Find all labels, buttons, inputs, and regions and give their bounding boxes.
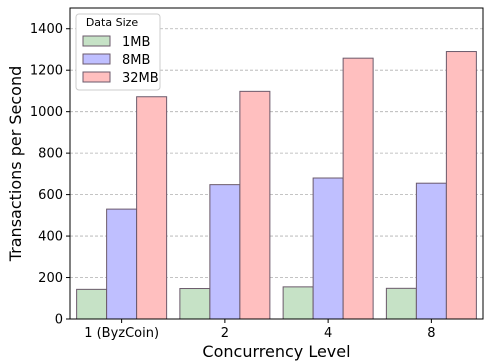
legend-swatch [82,53,111,65]
bar [385,287,417,320]
bar [342,57,374,320]
y-tick-label: 200 [38,271,63,286]
y-tick-label: 1000 [30,105,63,120]
bar [76,288,108,320]
y-tick-label: 0 [55,313,63,328]
bars [76,51,477,320]
x-tick-label: 1 (ByzCoin) [84,326,159,341]
x-tick-label: 4 [324,326,332,341]
bar [209,184,241,320]
y-tick-label: 400 [38,230,63,245]
legend-label: 32MB [122,71,159,86]
legend-box [75,13,161,91]
legend-label: 8MB [122,53,150,68]
bar [445,51,477,320]
y-tick-label: 1200 [30,64,63,79]
y-tick-label: 600 [38,188,63,203]
bar [136,96,168,320]
legend-title: Data Size [86,16,139,29]
bar [239,90,271,320]
legend: Data Size 1MB 8MB 32MB [75,13,161,91]
grid-lines [70,28,483,278]
bar [282,286,314,320]
y-axis-ticks: 0 200 400 600 800 1000 1200 1400 [30,22,70,328]
x-axis-title: Concurrency Level [202,342,350,361]
bar [415,182,447,320]
x-tick-label: 8 [427,326,435,341]
bar [179,288,211,320]
legend-swatch [82,71,111,83]
legend-label: 1MB [122,35,150,50]
x-tick-label: 2 [221,326,229,341]
plot-frame [69,7,484,320]
legend-swatch [82,35,111,47]
bar [106,208,138,320]
y-tick-label: 800 [38,147,63,162]
x-axis-ticks: 1 (ByzCoin) 2 4 8 [84,319,436,341]
y-axis-title: Transactions per Second [6,66,25,263]
bar [312,177,344,320]
legend-items: 1MB 8MB 32MB [82,35,159,86]
y-tick-label: 1400 [30,22,63,37]
